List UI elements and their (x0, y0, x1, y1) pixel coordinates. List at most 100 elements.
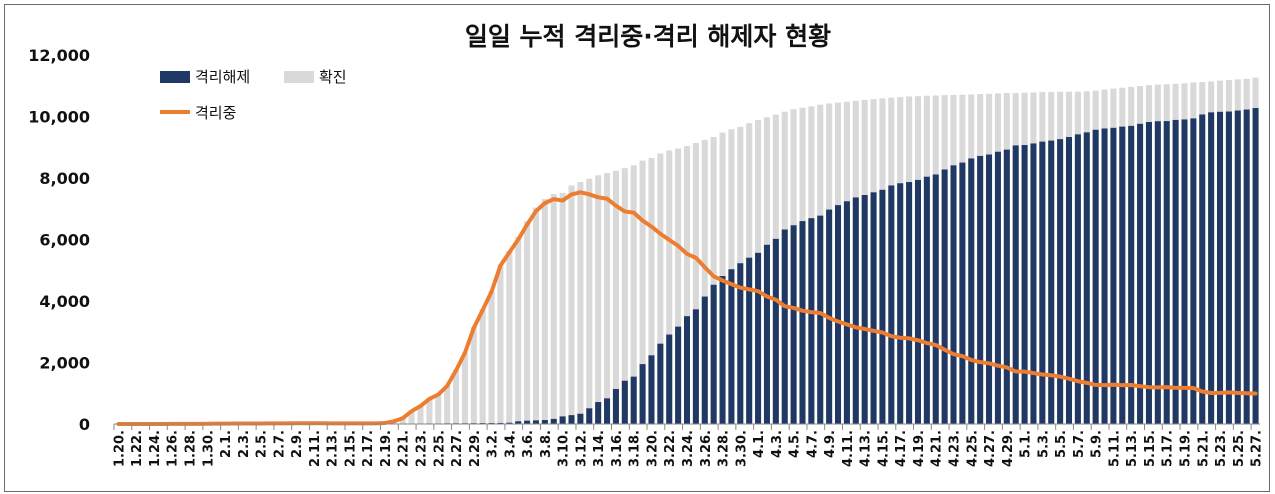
confirmed-bar (595, 175, 602, 424)
released-bar (1021, 145, 1028, 424)
confirmed-bar (683, 146, 691, 424)
x-tick-label: 5.7. (1072, 430, 1087, 458)
x-tick-label: 4.3. (770, 430, 785, 458)
x-tick-label: 2.21. (397, 430, 412, 467)
x-tick-label: 4.7. (805, 430, 820, 458)
x-tick-label: 5.1. (1019, 430, 1034, 458)
x-tick-label: 2.17. (361, 430, 376, 467)
confirmed-bar (586, 178, 593, 424)
legend-label-isolated: 격리중 (195, 104, 236, 122)
released-bar (515, 421, 522, 424)
y-tick-label: 12,000 (28, 46, 90, 65)
released-bars (257, 108, 1259, 425)
released-bar (1110, 127, 1117, 424)
confirmed-bar (444, 385, 451, 424)
x-tick-label: 4.13. (859, 430, 874, 467)
released-bar (1154, 121, 1161, 425)
x-tick-label: 1.20. (112, 430, 127, 467)
released-bar (1243, 109, 1250, 424)
released-bar (897, 183, 904, 424)
released-bar (675, 326, 682, 424)
released-bar (843, 201, 850, 424)
x-tick-label: 3.26. (699, 430, 714, 467)
x-tick-label: 4.25. (965, 430, 980, 467)
confirmed-bar (399, 417, 406, 424)
x-tick-label: 1.28. (184, 430, 199, 467)
x-tick-label: 4.17. (894, 430, 909, 467)
x-tick-label: 3.10. (557, 430, 572, 467)
released-bar (772, 238, 779, 424)
released-bar (612, 389, 619, 424)
x-tick-label: 5.5. (1054, 430, 1069, 458)
confirmed-bar (666, 150, 673, 425)
released-bar (1217, 111, 1224, 425)
released-bar (906, 182, 913, 424)
released-bar (1172, 119, 1179, 424)
legend-label-released: 격리해제 (195, 68, 250, 86)
x-tick-label: 3.20. (645, 430, 660, 467)
y-tick-label: 8,000 (39, 169, 90, 188)
released-bar (497, 422, 504, 424)
released-bar (959, 162, 966, 425)
confirmed-bar (506, 251, 513, 424)
confirmed-bar (692, 143, 699, 425)
released-bar (790, 225, 797, 424)
x-tick-label: 2.5. (255, 430, 270, 458)
y-tick-label: 6,000 (39, 231, 90, 250)
confirmed-bar (657, 153, 664, 424)
released-bar (692, 309, 699, 424)
released-bar (817, 215, 824, 424)
x-tick-label: 3.22. (663, 430, 678, 467)
released-bar (1145, 122, 1152, 425)
released-bar (1065, 137, 1073, 424)
released-bar (994, 151, 1001, 424)
x-tick-label: 5.3. (1036, 430, 1051, 458)
legend-label-confirmed: 확진 (319, 68, 347, 86)
released-bar (755, 252, 762, 424)
released-bar (763, 244, 770, 424)
x-tick-label: 4.15. (876, 430, 891, 467)
released-bar (1199, 114, 1206, 425)
released-bar (710, 284, 717, 424)
x-tick-label: 3.16. (610, 430, 625, 467)
released-bar (932, 174, 939, 424)
x-tick-label: 4.9. (823, 430, 838, 458)
released-bar (1190, 118, 1197, 425)
released-bar (799, 221, 806, 424)
confirmed-bar (604, 173, 611, 424)
released-bar (835, 205, 842, 424)
x-tick-label: 1.24. (148, 430, 163, 467)
released-bar (1119, 126, 1126, 424)
released-bar (923, 176, 930, 424)
x-tick-label: 2.23. (414, 430, 429, 467)
x-tick-label: 5.11. (1107, 430, 1122, 467)
confirmed-bar (577, 182, 584, 424)
x-tick-label: 5.9. (1090, 430, 1105, 458)
x-tick-label: 2.13. (326, 430, 341, 467)
released-bar (1039, 141, 1046, 425)
confirmed-bar (488, 290, 495, 424)
x-tick-label: 4.21. (930, 430, 945, 467)
confirmed-bar (435, 393, 442, 424)
released-bar (737, 263, 744, 424)
released-bar (808, 218, 815, 424)
x-tick-label: 2.29. (468, 430, 483, 467)
confirmed-bar (479, 309, 486, 424)
confirmed-bar (550, 194, 557, 424)
released-bar (941, 169, 948, 424)
released-bar (639, 364, 646, 424)
confirmed-bar (559, 192, 566, 424)
x-axis: 1.20. 1.22. 1.24. 1.26. 1.28. 1.30. 2.1. 2.3. 2.… (112, 423, 1265, 467)
released-bar (1048, 140, 1055, 424)
released-bar (914, 179, 921, 424)
x-tick-label: 4.1. (752, 430, 767, 458)
released-bar (657, 343, 664, 424)
released-bar (630, 376, 637, 424)
isolated-line (116, 190, 1258, 426)
released-bar (1252, 108, 1259, 424)
released-bar (532, 420, 539, 424)
released-bar (1225, 111, 1232, 425)
released-bar (870, 192, 877, 424)
x-tick-label: 4.11. (841, 430, 856, 467)
